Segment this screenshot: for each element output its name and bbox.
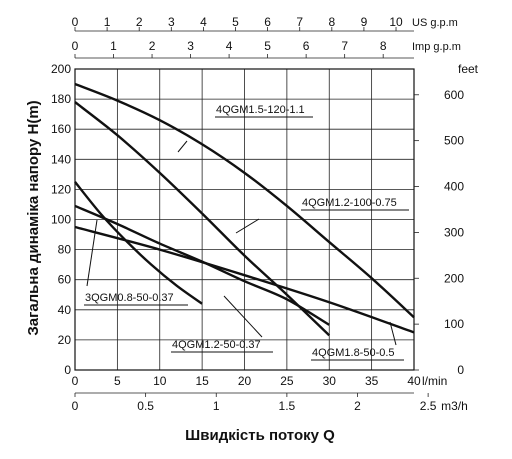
- top-axis-tick-label: 7: [341, 39, 348, 53]
- curve-3qgm0-8-50-0-37: [74, 181, 203, 305]
- label-leader-line: [389, 321, 397, 346]
- top-axis-tick-label: 8: [328, 15, 335, 29]
- x-tick-label: 35: [365, 374, 379, 388]
- axes: 0 5 10 15 20 25 30 35 40 l/min0204060801001201401…: [51, 15, 479, 413]
- m3h-tick-label: 0.5: [137, 399, 154, 413]
- top-axis-tick-label: 2: [136, 15, 143, 29]
- top-axis-tick-label: 5: [264, 39, 271, 53]
- feet-tick-label: 200: [444, 271, 464, 285]
- feet-unit-label: feet: [458, 62, 479, 76]
- label-leader-line: [223, 295, 263, 338]
- x-tick-label: 25: [280, 374, 294, 388]
- top-axis-unit-label: US g.p.m: [412, 17, 458, 29]
- y-axis-title: Загальна динаміка напору H(m): [25, 100, 42, 335]
- m3h-tick-label: 1: [213, 399, 220, 413]
- top-axis-tick-label: 6: [264, 15, 271, 29]
- y-tick-label: 100: [51, 213, 71, 227]
- y-tick-label: 60: [58, 273, 72, 287]
- y-tick-label: 80: [58, 243, 72, 257]
- x-unit-label: l/min: [422, 374, 447, 388]
- label-leader-line: [86, 219, 98, 287]
- top-axis-tick-label: 1: [110, 39, 117, 53]
- y-tick-label: 160: [51, 122, 71, 136]
- feet-tick-label: 100: [444, 317, 464, 331]
- label-leader-line: [177, 140, 188, 153]
- top-axis-tick-label: 8: [380, 39, 387, 53]
- top-axis-tick-label: 5: [232, 15, 239, 29]
- curve-label: 4QGM1.8-50-0.5: [312, 347, 395, 359]
- feet-tick-label: 600: [444, 88, 464, 102]
- curve-4qgm1-2-100-0-75: [74, 101, 331, 337]
- plot-frame: [74, 68, 415, 371]
- top-axis-tick-label: 9: [361, 15, 368, 29]
- x-tick-label: 5: [114, 374, 121, 388]
- y-tick-label: 140: [51, 152, 71, 166]
- m3h-tick-label: 2: [354, 399, 361, 413]
- x-tick-label: 40: [407, 374, 421, 388]
- top-axis-tick-label: 0: [72, 39, 79, 53]
- m3h-tick-label: 1.5: [279, 399, 296, 413]
- top-axis-tick-label: 0: [72, 15, 79, 29]
- m3h-unit-label: m3/h: [441, 399, 468, 413]
- top-axis-tick-label: 1: [104, 15, 111, 29]
- x-tick-label: 30: [323, 374, 337, 388]
- curve-label: 4QGM1.2-50-0.37: [172, 339, 261, 351]
- curve-labels: 4QGM1.5-120-1.1 4QGM1.2-100-0.75 3QGM0.8-5…: [84, 104, 409, 361]
- grid: [74, 68, 415, 371]
- top-axis-tick-label: 7: [296, 15, 303, 29]
- m3h-tick-label: 0: [72, 399, 79, 413]
- feet-tick-label: 500: [444, 134, 464, 148]
- y-tick-label: 0: [64, 363, 71, 377]
- y-tick-label: 180: [51, 92, 71, 106]
- curve-label: 3QGM0.8-50-0.37: [85, 292, 174, 304]
- curves: [74, 82, 415, 337]
- x-tick-label: 10: [153, 374, 167, 388]
- top-axis-tick-label: 4: [226, 39, 233, 53]
- feet-tick-label: 400: [444, 180, 464, 194]
- top-axis-unit-label: Imp g.p.m: [412, 41, 461, 53]
- curve-4qgm1-8-50-0-5: [74, 225, 415, 334]
- label-leader-line: [235, 218, 260, 234]
- curve-label: 4QGM1.2-100-0.75: [302, 197, 397, 209]
- y-tick-label: 20: [58, 333, 72, 347]
- y-tick-label: 120: [51, 182, 71, 196]
- feet-tick-label: 0: [457, 363, 464, 377]
- y-tick-label: 40: [58, 303, 72, 317]
- curve-label: 4QGM1.5-120-1.1: [216, 104, 305, 116]
- top-axis-tick-label: 6: [303, 39, 310, 53]
- top-axis-tick-label: 4: [200, 15, 207, 29]
- top-axis-tick-label: 10: [389, 15, 403, 29]
- x-axis-title: Швидкість потоку Q: [185, 427, 335, 444]
- feet-tick-label: 300: [444, 225, 464, 239]
- m3h-tick-label: 2.5: [420, 399, 437, 413]
- x-tick-label: 20: [238, 374, 252, 388]
- curve-4qgm1-5-120-1-1: [74, 82, 415, 319]
- x-tick-label: 0: [72, 374, 79, 388]
- top-axis-tick-label: 3: [187, 39, 194, 53]
- top-axis-tick-label: 2: [149, 39, 156, 53]
- top-axis-tick-label: 3: [168, 15, 175, 29]
- y-tick-label: 200: [51, 62, 71, 76]
- x-tick-label: 15: [195, 374, 209, 388]
